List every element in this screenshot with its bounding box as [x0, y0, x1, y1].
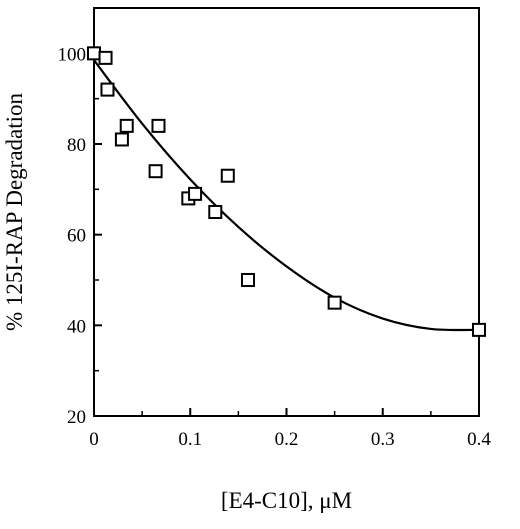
data-point — [100, 82, 115, 97]
data-point — [220, 168, 235, 183]
y-tick-label: 40 — [67, 316, 86, 337]
y-axis-label: % 125I-RAP Degradation — [2, 92, 27, 331]
plot-area — [93, 7, 480, 417]
data-point — [87, 46, 101, 61]
x-tick-label: 0.1 — [178, 429, 202, 450]
data-point — [208, 205, 223, 219]
data-points-layer — [87, 46, 486, 337]
data-point — [188, 186, 203, 201]
data-point — [472, 322, 486, 337]
data-point — [98, 50, 113, 65]
data-point — [151, 118, 166, 133]
data-point — [119, 118, 134, 133]
y-tick-label: 60 — [67, 226, 86, 247]
plot-frame — [93, 7, 480, 417]
y-tick-label: 20 — [67, 407, 86, 428]
x-axis-label: [E4-C10], μM — [221, 488, 352, 513]
x-tick-label: 0 — [89, 429, 99, 450]
data-point — [327, 295, 342, 310]
data-point — [114, 132, 129, 147]
fit-curve — [93, 59, 480, 332]
x-tick-label: 0.3 — [371, 429, 395, 450]
y-tick-label: 80 — [67, 135, 86, 156]
y-axis-ticks: 20 40 60 80 100 — [58, 7, 102, 428]
x-tick-label: 0.4 — [467, 429, 491, 450]
fit-curve-layer — [93, 59, 480, 332]
x-axis-ticks: 0 0.1 0.2 0.3 0.4 — [89, 408, 491, 450]
y-tick-label: 100 — [58, 44, 87, 65]
data-point — [241, 273, 255, 287]
x-tick-label: 0.2 — [275, 429, 299, 450]
data-point — [148, 164, 163, 179]
